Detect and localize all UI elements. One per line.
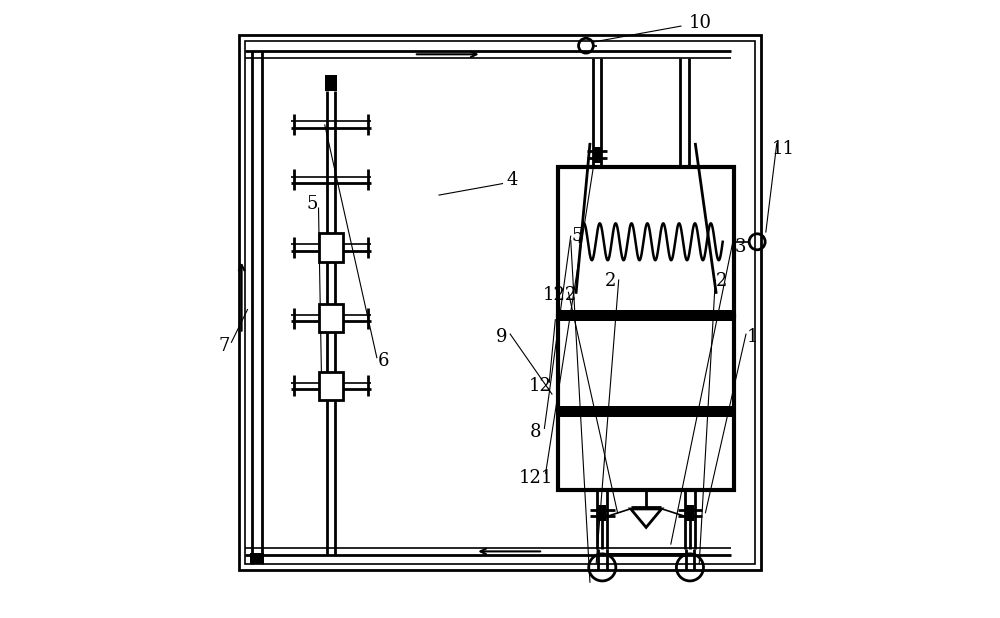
- Text: 5: 5: [307, 195, 318, 213]
- Bar: [239, 35, 761, 570]
- Bar: [319, 304, 343, 332]
- Bar: [250, 553, 264, 564]
- Text: 121: 121: [518, 469, 553, 487]
- Text: 5: 5: [571, 227, 583, 245]
- Text: 12: 12: [529, 377, 552, 395]
- Text: 7: 7: [219, 337, 230, 355]
- Bar: [319, 234, 343, 261]
- Text: 2: 2: [605, 273, 616, 290]
- Text: 8: 8: [530, 423, 541, 441]
- Bar: [558, 167, 734, 316]
- Bar: [558, 316, 734, 491]
- Bar: [558, 406, 734, 417]
- Bar: [245, 41, 755, 564]
- Text: 3: 3: [734, 239, 746, 256]
- Text: 11: 11: [772, 140, 795, 158]
- Text: 1: 1: [746, 328, 758, 345]
- Bar: [319, 372, 343, 400]
- Text: 6: 6: [377, 352, 389, 370]
- Bar: [325, 75, 337, 91]
- Text: 4: 4: [507, 171, 518, 189]
- Bar: [558, 310, 734, 321]
- Text: 10: 10: [688, 14, 711, 32]
- Text: 122: 122: [543, 286, 577, 304]
- Text: 9: 9: [495, 328, 507, 345]
- Text: 2: 2: [716, 273, 727, 290]
